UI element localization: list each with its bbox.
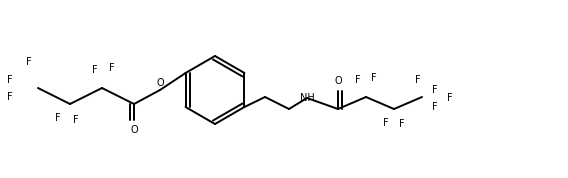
Text: F: F	[73, 115, 79, 125]
Text: F: F	[371, 73, 377, 83]
Text: F: F	[355, 75, 361, 85]
Text: F: F	[92, 65, 98, 75]
Text: F: F	[383, 118, 389, 128]
Text: F: F	[7, 75, 13, 85]
Text: F: F	[109, 63, 115, 73]
Text: O: O	[156, 78, 164, 88]
Text: F: F	[447, 93, 453, 103]
Text: NH: NH	[300, 93, 314, 103]
Text: F: F	[55, 113, 61, 123]
Text: F: F	[399, 119, 405, 129]
Text: F: F	[432, 85, 438, 95]
Text: O: O	[334, 76, 342, 86]
Text: F: F	[26, 57, 32, 67]
Text: O: O	[130, 125, 138, 135]
Text: F: F	[415, 75, 421, 85]
Text: F: F	[7, 92, 13, 102]
Text: F: F	[432, 102, 438, 112]
